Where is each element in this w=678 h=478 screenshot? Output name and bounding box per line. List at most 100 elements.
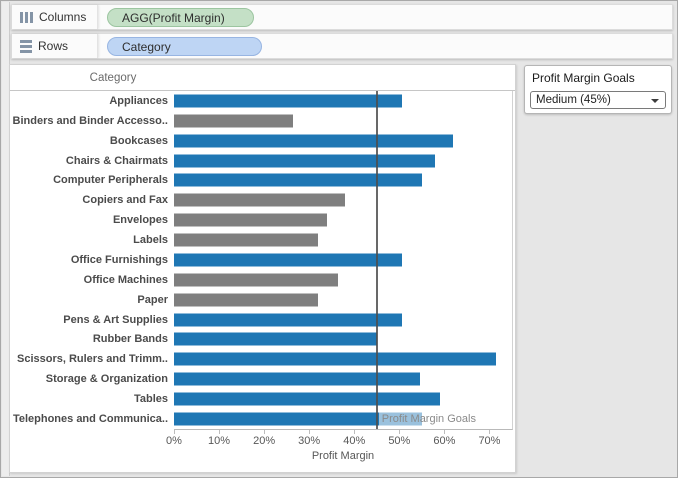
- chevron-down-icon: [651, 99, 659, 103]
- axis-tick-label: 50%: [388, 435, 411, 447]
- columns-icon: [20, 11, 33, 23]
- chart-row: Appliances: [10, 91, 512, 111]
- bar-below-goal[interactable]: [174, 114, 294, 128]
- goal-select[interactable]: Medium (45%): [530, 91, 666, 109]
- goal-card-title: Profit Margin Goals: [532, 71, 635, 85]
- axis-tick-mark: [489, 430, 491, 434]
- chart-row: Copiers and Fax: [10, 190, 512, 210]
- bar-track: [174, 171, 512, 191]
- category-column-header: Category: [89, 72, 137, 84]
- bar-track: [174, 409, 512, 429]
- columns-shelf-header: Columns: [12, 5, 98, 29]
- chart-row: Scissors, Rulers and Trimm..: [10, 349, 512, 369]
- bar-track: [174, 369, 512, 389]
- rows-icon: [20, 39, 32, 53]
- pill-category[interactable]: Category: [107, 36, 262, 56]
- row-label[interactable]: Computer Peripherals: [53, 174, 168, 187]
- chart-row: Labels: [10, 230, 512, 250]
- chart-row: Telephones and Communica..: [10, 409, 512, 429]
- chart-row: Office Machines: [10, 270, 512, 290]
- bar-above-goal[interactable]: [174, 154, 436, 168]
- row-label[interactable]: Binders and Binder Accesso..: [12, 114, 168, 127]
- row-label[interactable]: Copiers and Fax: [82, 194, 168, 207]
- chart-row: Paper: [10, 290, 512, 310]
- bar-track: [174, 91, 512, 111]
- row-label[interactable]: Rubber Bands: [92, 333, 168, 346]
- rows-shelf-label: Rows: [38, 39, 69, 53]
- bar-below-goal[interactable]: [174, 273, 339, 287]
- axis-tick-mark: [399, 430, 401, 434]
- bar-above-goal[interactable]: [174, 173, 422, 187]
- bar-track: [174, 290, 512, 310]
- bar-track: [174, 389, 512, 409]
- pill-agg-profit-margin[interactable]: AGG(Profit Margin): [107, 7, 254, 27]
- chart-row: Storage & Organization: [10, 369, 512, 389]
- axis-tick-label: 0%: [166, 435, 182, 447]
- bar-track: [174, 111, 512, 131]
- axis-tick-label: 30%: [298, 435, 321, 447]
- bar-track: [174, 310, 512, 330]
- bar-below-goal[interactable]: [174, 293, 319, 307]
- bar-above-goal[interactable]: [174, 352, 497, 366]
- bar-below-goal[interactable]: [174, 213, 328, 227]
- bar-rows-container: Appliances Binders and Binder Accesso.. Bo…: [10, 91, 512, 429]
- bar-track: [174, 270, 512, 290]
- row-label[interactable]: Office Furnishings: [70, 253, 168, 266]
- bar-above-goal[interactable]: [174, 412, 422, 426]
- chart-row: Rubber Bands: [10, 330, 512, 350]
- bar-track: [174, 210, 512, 230]
- axis-tick-label: 70%: [478, 435, 501, 447]
- bar-track: [174, 250, 512, 270]
- columns-shelf: Columns AGG(Profit Margin): [11, 4, 673, 30]
- bar-above-goal[interactable]: [174, 372, 420, 386]
- axis-tick-label: 60%: [433, 435, 456, 447]
- row-label[interactable]: Tables: [133, 393, 168, 406]
- bar-below-goal[interactable]: [174, 193, 346, 207]
- axis-tick-label: 10%: [208, 435, 231, 447]
- row-label[interactable]: Labels: [133, 234, 168, 247]
- bar-above-goal[interactable]: [174, 313, 402, 327]
- row-label[interactable]: Bookcases: [109, 134, 168, 147]
- x-axis-title: Profit Margin: [311, 450, 375, 462]
- row-label[interactable]: Scissors, Rulers and Trimm..: [16, 353, 168, 366]
- axis-tick-mark: [354, 430, 356, 434]
- bar-track: [174, 190, 512, 210]
- bar-above-goal[interactable]: [174, 392, 440, 406]
- row-label[interactable]: Chairs & Chairmats: [65, 154, 168, 167]
- axis-tick-label: 20%: [253, 435, 276, 447]
- axis-tick-mark: [444, 430, 446, 434]
- category-header-row: Category: [10, 65, 515, 91]
- bar-above-goal[interactable]: [174, 332, 377, 346]
- row-label[interactable]: Appliances: [109, 94, 168, 107]
- row-label[interactable]: Paper: [137, 293, 168, 306]
- chart-row: Binders and Binder Accesso..: [10, 111, 512, 131]
- bar-below-goal[interactable]: [174, 233, 319, 247]
- row-label[interactable]: Office Machines: [83, 273, 168, 286]
- bar-track: [174, 131, 512, 151]
- bar-track: [174, 330, 512, 350]
- chart-row: Tables: [10, 389, 512, 409]
- axis-tick-mark: [219, 430, 221, 434]
- goal-select-value: Medium (45%): [536, 94, 611, 106]
- bar-above-goal[interactable]: [174, 134, 454, 148]
- axis-tick-label: 40%: [343, 435, 366, 447]
- chart-row: Pens & Art Supplies: [10, 310, 512, 330]
- chart-panel: Category Appliances Binders and Binder Ac…: [9, 64, 516, 473]
- bar-above-goal[interactable]: [174, 253, 402, 267]
- rows-shelf: Rows Category: [11, 33, 673, 59]
- row-label[interactable]: Pens & Art Supplies: [63, 313, 168, 326]
- chart-row: Envelopes: [10, 210, 512, 230]
- row-label[interactable]: Storage & Organization: [45, 373, 168, 386]
- row-label[interactable]: Telephones and Communica..: [12, 412, 168, 425]
- bar-above-goal[interactable]: [174, 94, 402, 108]
- chart-row: Office Furnishings: [10, 250, 512, 270]
- axis-tick-mark: [309, 430, 311, 434]
- bar-track: [174, 230, 512, 250]
- bar-track: [174, 349, 512, 369]
- reference-line-label: Profit Margin Goals: [378, 412, 479, 427]
- axis-tick-mark: [264, 430, 266, 434]
- columns-shelf-label: Columns: [39, 10, 87, 24]
- axis-tick-mark: [174, 430, 175, 434]
- row-label[interactable]: Envelopes: [112, 214, 168, 227]
